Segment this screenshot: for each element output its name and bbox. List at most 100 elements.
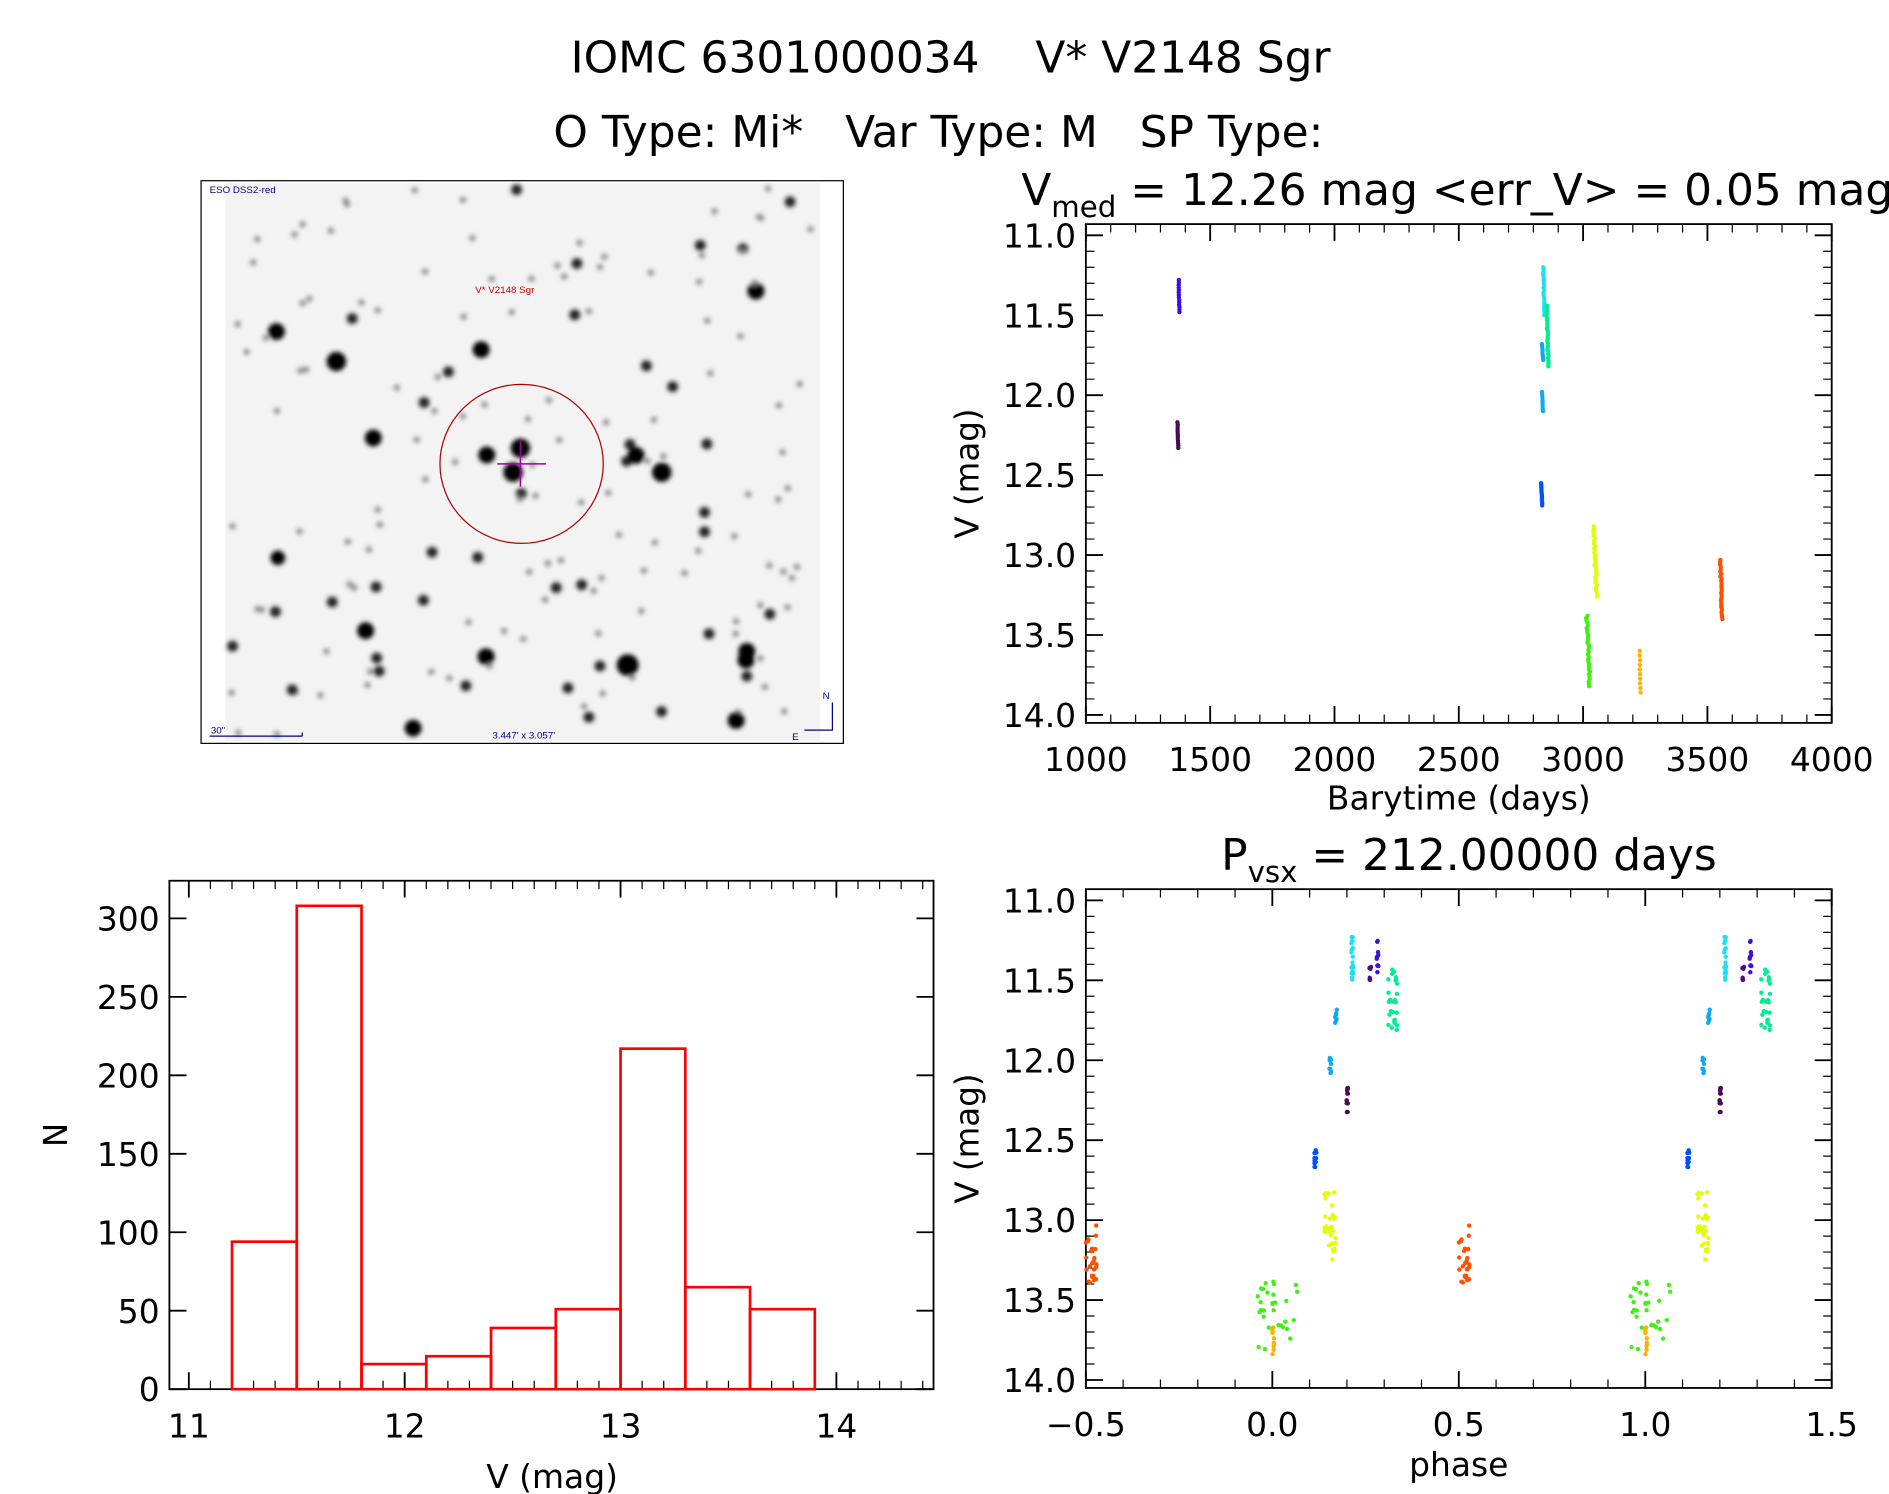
star: [478, 446, 496, 464]
data-point: [1456, 1240, 1462, 1245]
star: [501, 627, 508, 635]
star: [422, 476, 429, 483]
data-point: [1637, 676, 1643, 681]
data-point: [1700, 1216, 1706, 1221]
star: [784, 196, 796, 208]
star: [411, 187, 418, 194]
star: [296, 528, 303, 535]
y-tick-label: 12.5: [1003, 457, 1076, 495]
data-point: [1332, 1246, 1337, 1252]
bright-star: [270, 550, 286, 566]
title-rest: = 12.26 mag <err_V> = 0.05 mag: [1116, 166, 1889, 216]
star: [254, 605, 261, 613]
data-point: [1467, 1262, 1472, 1267]
data-point: [1089, 1273, 1095, 1278]
data-point: [1701, 1061, 1707, 1067]
x-tick-label: 2000: [1293, 741, 1377, 779]
title-line-2: O Type: Mi* Var Type: M SP Type:: [553, 108, 1323, 158]
star: [595, 630, 602, 637]
data-point: [1767, 1010, 1772, 1015]
data-point: [1459, 1279, 1464, 1284]
star: [286, 684, 298, 696]
data-point: [1748, 950, 1754, 955]
x-tick-label: 1.5: [1806, 1406, 1858, 1444]
star: [644, 457, 651, 465]
survey-label: ESO DSS2-red: [210, 185, 276, 196]
star: [344, 538, 351, 545]
data-point: [1333, 1014, 1338, 1020]
data-point: [1349, 940, 1354, 946]
data-point: [1094, 1223, 1099, 1228]
data-point: [1258, 1300, 1263, 1305]
data-point: [1284, 1298, 1289, 1304]
data-point: [1266, 1325, 1271, 1330]
data-point: [1324, 1226, 1329, 1231]
data-point: [1767, 981, 1773, 986]
star: [508, 309, 515, 316]
data-point: [1695, 1229, 1700, 1235]
bright-star: [652, 462, 672, 482]
title-line-1: IOMC 6301000034 V* V2148 Sgr: [571, 34, 1331, 84]
data-point: [1092, 1255, 1097, 1261]
data-point: [1392, 998, 1398, 1003]
phased-title: Pvsx = 212.00000 days: [1221, 831, 1717, 889]
y-tick-label: 200: [97, 1058, 160, 1096]
scale-label: 30": [211, 726, 226, 737]
y-tick-label: 150: [97, 1136, 160, 1174]
star: [774, 496, 782, 503]
data-point: [1350, 968, 1355, 974]
star: [647, 269, 654, 276]
star: [667, 381, 679, 393]
star: [229, 523, 236, 530]
star: [711, 208, 718, 215]
star: [585, 308, 592, 315]
data-point: [1265, 1290, 1270, 1295]
title-p: P: [1221, 831, 1247, 881]
data-point: [1655, 1319, 1661, 1324]
finder-image: ESO DSS2-red V* V2148 Sgr 30" 3.447' x 3…: [200, 180, 844, 744]
star: [541, 596, 549, 603]
star: [561, 273, 568, 280]
data-point: [1394, 1010, 1399, 1015]
data-point: [1386, 977, 1391, 982]
star: [520, 635, 527, 643]
data-point: [1257, 1309, 1262, 1315]
plot-frame: [1084, 223, 1833, 724]
data-point: [1748, 938, 1753, 944]
star: [374, 506, 381, 513]
data-point: [1666, 1282, 1672, 1288]
star: [459, 413, 466, 420]
data-point: [1638, 1290, 1643, 1295]
star: [576, 239, 583, 247]
star: [569, 309, 581, 321]
data-point: [1748, 970, 1753, 975]
title-sub-vsx: vsx: [1248, 855, 1298, 889]
data-point: [1332, 1240, 1338, 1246]
star: [373, 665, 385, 677]
x-axis-label: phase: [1409, 1446, 1508, 1484]
y-tick-label: 300: [97, 901, 160, 939]
data-point: [1323, 1214, 1328, 1219]
star: [234, 320, 241, 328]
data-point: [1375, 963, 1380, 968]
star: [306, 295, 313, 302]
data-point: [1649, 1322, 1654, 1328]
data-point: [1330, 1257, 1335, 1262]
data-point: [1255, 1294, 1260, 1299]
data-point: [1653, 1324, 1659, 1330]
star: [781, 708, 788, 715]
star: [741, 670, 753, 682]
star: [583, 711, 595, 723]
data-point: [1699, 1191, 1704, 1196]
star: [660, 453, 667, 460]
y-tick-label: 12.0: [1003, 377, 1076, 415]
data-point: [1723, 960, 1728, 965]
star: [699, 506, 711, 518]
star: [629, 674, 636, 681]
data-point: [1349, 950, 1354, 955]
y-tick-label: 0: [139, 1371, 160, 1409]
data-point: [1350, 960, 1355, 965]
data-point: [1704, 1190, 1710, 1195]
x-axis-label: V (mag): [486, 1458, 618, 1494]
data-point: [1374, 954, 1380, 960]
